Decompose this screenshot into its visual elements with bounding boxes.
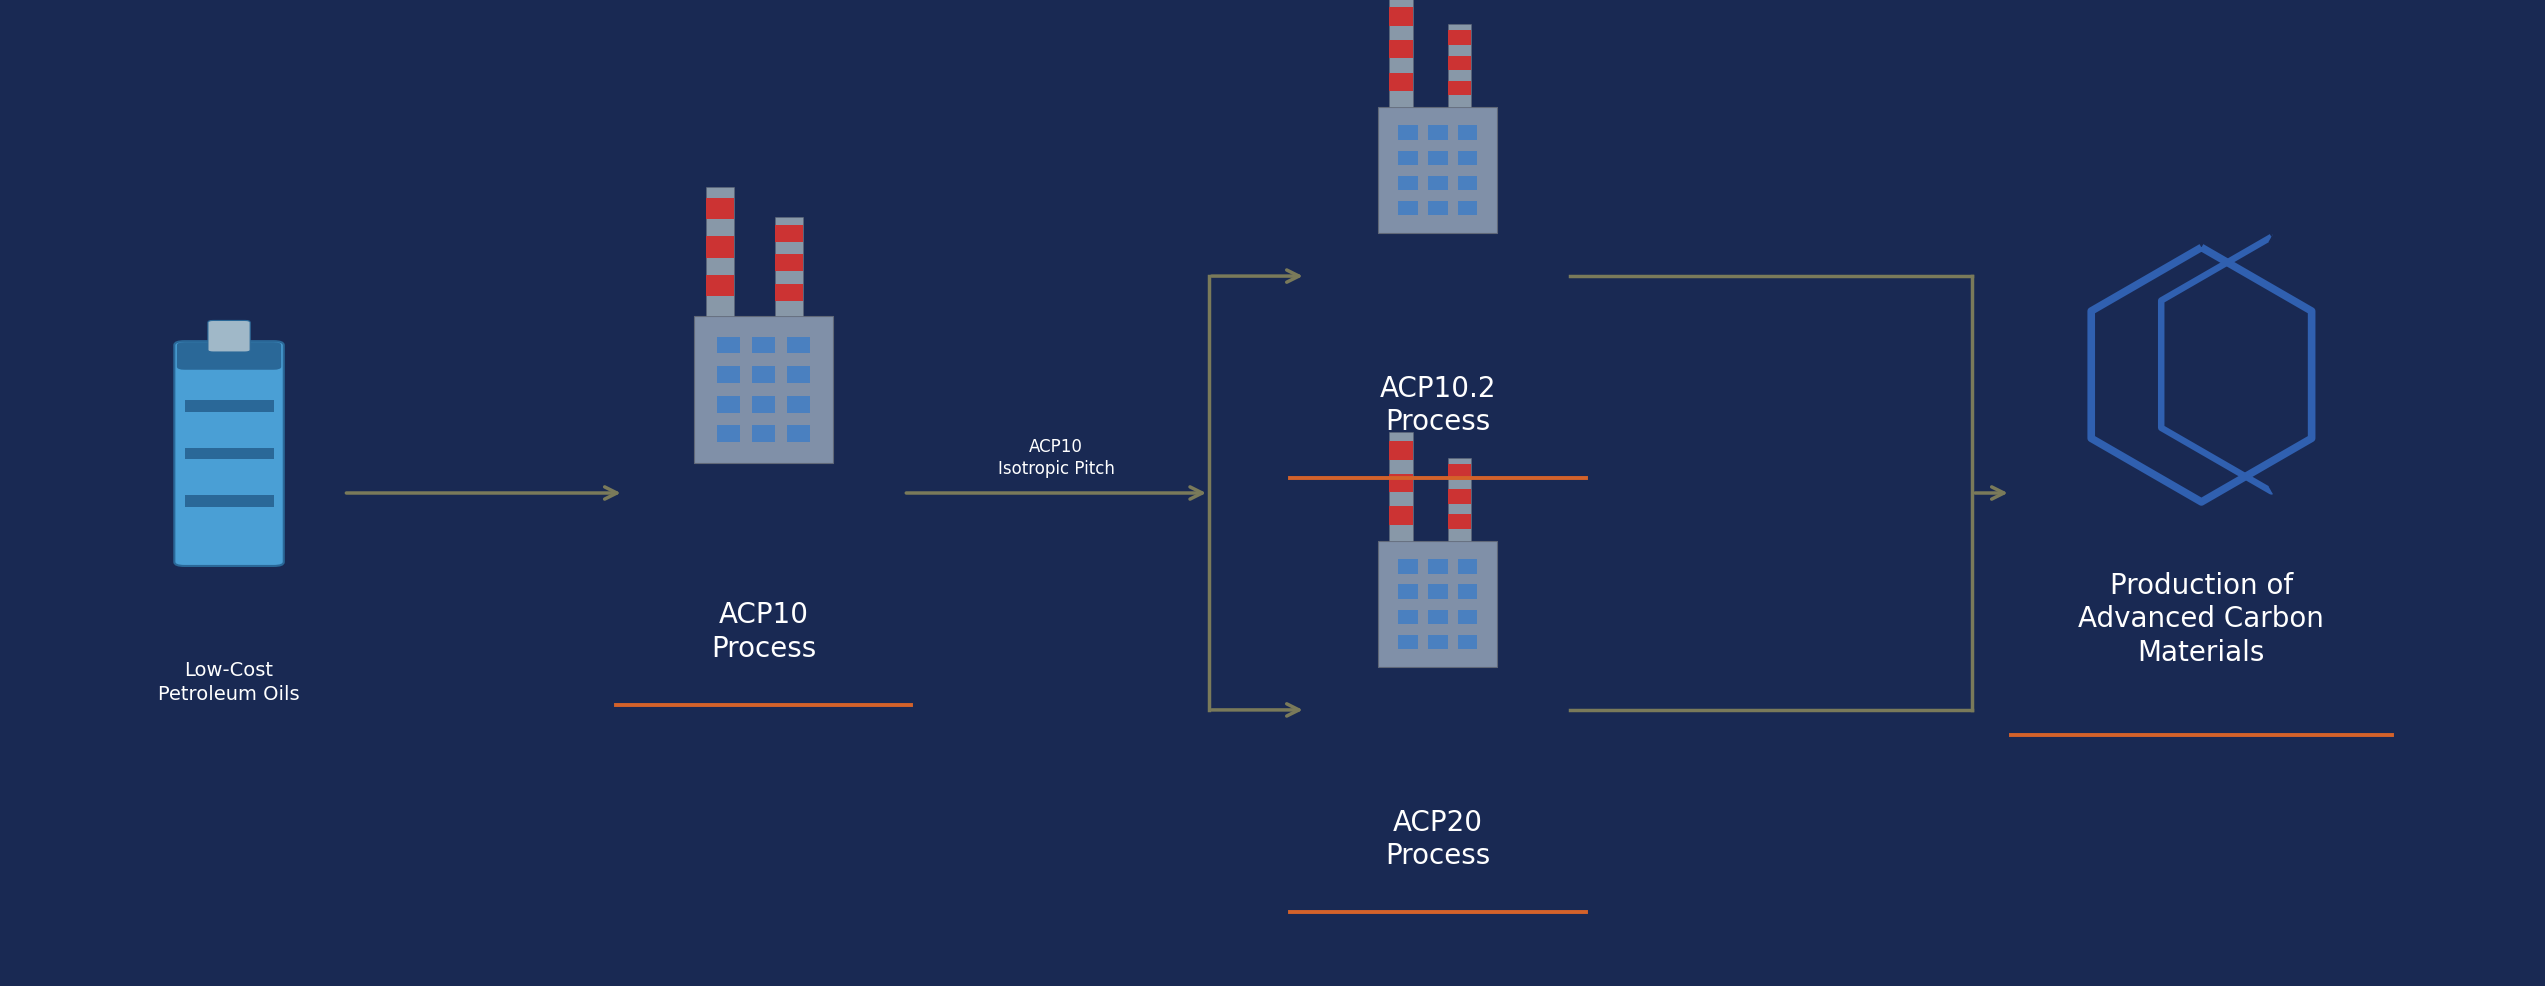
Bar <box>183 400 272 412</box>
Text: ACP20
Process: ACP20 Process <box>1384 809 1491 870</box>
Bar <box>183 448 272 459</box>
Bar <box>1390 432 1412 541</box>
Bar <box>1428 151 1448 165</box>
Bar <box>718 395 741 412</box>
Bar <box>1448 458 1471 541</box>
Bar <box>1390 0 1412 107</box>
Bar <box>1448 81 1471 95</box>
Bar <box>718 366 741 383</box>
Text: Production of
Advanced Carbon
Materials: Production of Advanced Carbon Materials <box>2079 572 2324 667</box>
Bar <box>774 284 804 301</box>
Bar <box>1390 39 1412 58</box>
Bar <box>1390 7 1412 26</box>
Bar <box>705 236 733 257</box>
Bar <box>774 254 804 271</box>
Bar <box>1390 473 1412 492</box>
FancyBboxPatch shape <box>209 320 249 352</box>
Bar <box>705 274 733 296</box>
Bar <box>1448 55 1471 70</box>
Bar <box>1397 609 1418 624</box>
Bar <box>1458 609 1479 624</box>
Text: Low-Cost
Petroleum Oils: Low-Cost Petroleum Oils <box>158 661 300 704</box>
Bar <box>1428 559 1448 574</box>
Text: ACP10
Isotropic Pitch: ACP10 Isotropic Pitch <box>998 438 1115 478</box>
Bar <box>753 336 774 353</box>
Bar <box>1428 635 1448 649</box>
Bar <box>1458 559 1479 574</box>
Bar <box>786 425 809 442</box>
Bar <box>774 225 804 242</box>
Bar <box>1428 125 1448 140</box>
Bar <box>786 336 809 353</box>
Bar <box>1397 125 1418 140</box>
Bar <box>774 217 804 316</box>
Bar <box>753 366 774 383</box>
Bar <box>1390 441 1412 459</box>
Bar <box>1458 125 1479 140</box>
Bar <box>1428 609 1448 624</box>
Bar <box>1397 176 1418 190</box>
Bar <box>1390 507 1412 525</box>
Bar <box>1458 151 1479 165</box>
Bar <box>1448 515 1471 528</box>
Bar <box>1428 585 1448 599</box>
Bar <box>1379 107 1496 234</box>
Bar <box>705 187 733 316</box>
Bar <box>753 395 774 412</box>
Bar <box>1458 635 1479 649</box>
Bar <box>1397 559 1418 574</box>
Bar <box>692 316 832 463</box>
Bar <box>1397 635 1418 649</box>
Bar <box>705 197 733 219</box>
Polygon shape <box>2270 237 2382 491</box>
Bar <box>183 495 272 507</box>
Bar <box>1428 201 1448 215</box>
Bar <box>1458 176 1479 190</box>
FancyBboxPatch shape <box>176 342 280 370</box>
Bar <box>753 425 774 442</box>
Bar <box>1428 176 1448 190</box>
Bar <box>1390 73 1412 91</box>
Bar <box>1379 541 1496 667</box>
FancyBboxPatch shape <box>173 341 282 566</box>
Bar <box>1448 31 1471 44</box>
Bar <box>1448 464 1471 478</box>
Bar <box>1397 151 1418 165</box>
Bar <box>1458 585 1479 599</box>
Bar <box>718 425 741 442</box>
Bar <box>786 395 809 412</box>
Bar <box>1458 201 1479 215</box>
Bar <box>1397 585 1418 599</box>
Bar <box>1448 489 1471 504</box>
Bar <box>1448 24 1471 107</box>
Text: ACP10
Process: ACP10 Process <box>710 601 817 663</box>
Bar <box>1397 201 1418 215</box>
Bar <box>718 336 741 353</box>
Text: ACP10.2
Process: ACP10.2 Process <box>1379 375 1496 436</box>
Bar <box>786 366 809 383</box>
